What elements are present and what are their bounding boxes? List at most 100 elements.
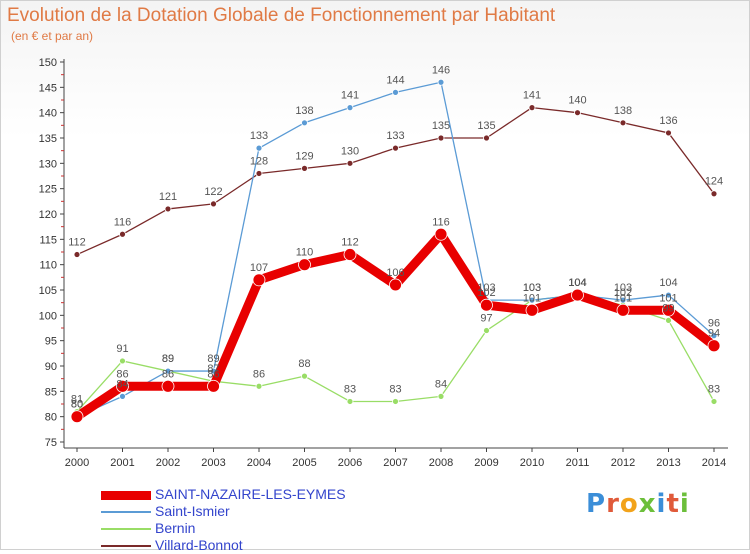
data-point [665,129,672,137]
y-tick-label: 95 [45,336,57,348]
data-label: 96 [708,318,720,330]
y-tick-label: 115 [39,234,57,246]
data-point [392,89,399,96]
data-label: 97 [480,313,492,325]
data-point [207,379,220,393]
data-label: 87 [207,363,219,375]
data-label: 133 [250,130,268,142]
data-label: 99 [662,302,674,314]
data-label: 104 [659,277,677,289]
proxiti-logo: Proxiti [586,489,690,519]
data-label: 116 [432,216,450,228]
legend-swatch [101,545,151,547]
data-label: 122 [204,186,222,198]
data-label: 135 [432,120,450,132]
y-tick-label: 120 [39,209,57,221]
data-point [116,379,129,393]
logo-letter: x [638,489,657,519]
logo-letter: o [619,489,639,519]
data-label: 101 [523,292,541,304]
data-label: 106 [386,267,404,279]
data-label: 86 [162,368,174,380]
data-label: 101 [614,292,632,304]
x-tick-label: 2009 [474,457,498,469]
x-tick-label: 2003 [201,457,225,469]
data-point [164,205,172,213]
data-point [389,278,402,292]
x-tick-label: 2014 [702,457,726,469]
data-point [346,104,354,111]
data-label: 116 [114,216,132,228]
data-label: 83 [708,383,720,395]
data-point [437,392,445,400]
data-label: 144 [386,74,404,86]
y-tick-label: 140 [39,108,57,120]
legend-swatch [101,528,151,530]
data-point [298,258,311,272]
data-label: 138 [295,105,313,117]
data-point [210,200,217,208]
x-tick-label: 2001 [110,457,134,469]
x-tick-label: 2010 [520,457,544,469]
data-label: 83 [344,383,356,395]
data-point [392,144,399,152]
data-point [70,410,84,424]
x-tick-label: 2011 [566,457,590,469]
x-tick-label: 2013 [656,457,680,469]
logo-letter: P [586,489,607,519]
x-tick-label: 2006 [338,457,362,469]
data-point [434,227,448,241]
data-point [301,119,308,127]
data-point [480,298,493,312]
data-point [710,398,718,405]
logo-letter: i [656,489,667,519]
data-label: 112 [341,237,359,249]
legend-label: Bernin [155,520,196,536]
data-label: 129 [295,150,313,162]
x-tick-label: 2012 [611,457,635,469]
legend-swatch [101,490,151,500]
data-label: 89 [162,353,174,365]
data-label: 146 [432,64,450,76]
data-point [255,170,263,177]
data-point [343,248,357,261]
x-tick-label: 2004 [247,457,271,469]
chart-title: Evolution de la Dotation Globale de Fonc… [7,5,556,26]
data-label: 107 [250,262,268,274]
logo-letter: t [666,489,680,519]
data-label: 110 [296,247,314,259]
data-label: 104 [568,277,586,289]
data-point [437,78,445,86]
data-point [707,339,721,353]
data-label: 102 [614,287,632,299]
data-label: 136 [659,115,677,127]
data-label: 84 [116,378,128,390]
y-tick-label: 125 [39,184,57,196]
data-point [301,372,308,380]
data-label: 112 [68,237,86,249]
y-tick-label: 85 [45,386,57,398]
data-point [483,134,490,142]
data-point [528,104,536,111]
data-label: 101 [659,292,677,304]
data-label: 83 [389,383,401,395]
data-label: 140 [568,95,586,107]
data-label: 121 [159,191,177,203]
data-label: 88 [298,358,310,370]
data-label: 103 [523,282,541,294]
data-point [710,332,718,340]
data-point [119,357,126,365]
data-point [255,144,263,152]
y-tick-label: 75 [45,437,57,449]
data-label: 81 [71,394,83,406]
data-label: 104 [568,277,586,289]
data-point [161,379,175,393]
data-label: 133 [386,130,404,142]
data-point [437,134,445,142]
data-point [710,190,718,198]
y-tick-label: 90 [45,361,57,373]
data-label: 86 [253,368,265,380]
data-label: 124 [705,176,723,188]
chart-subtitle: (en € et par an) [11,29,94,43]
